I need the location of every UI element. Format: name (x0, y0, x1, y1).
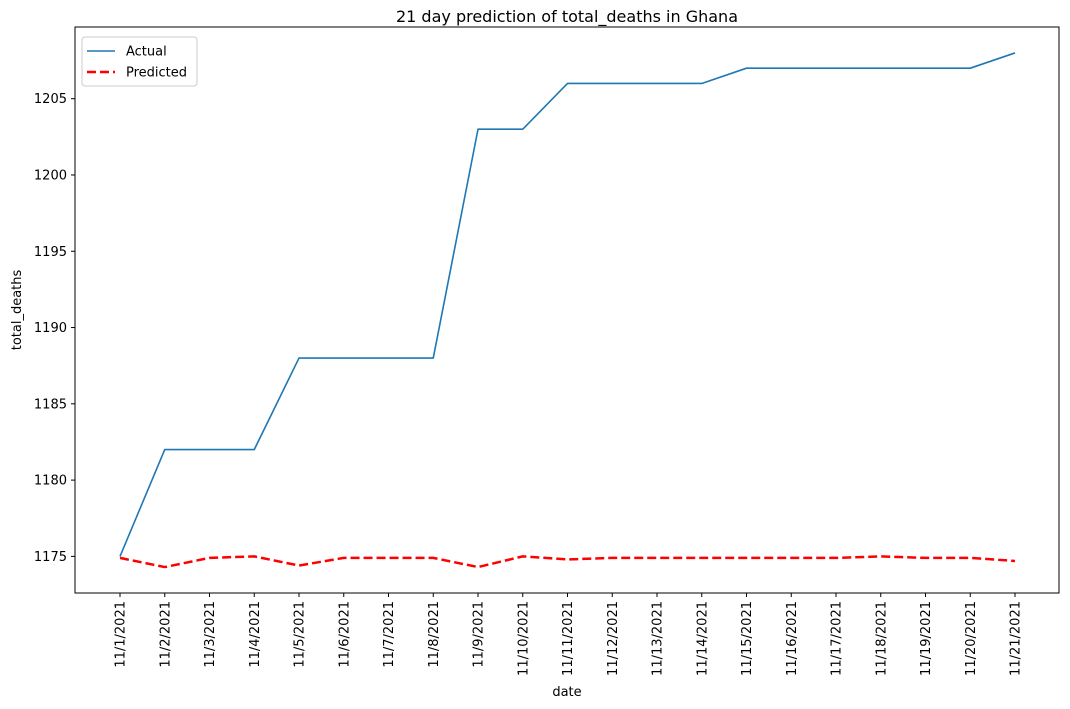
x-axis-label: date (552, 685, 581, 700)
y-tick-label: 1195 (34, 245, 67, 260)
x-tick-label: 11/1/2021 (114, 601, 129, 668)
x-tick-label: 11/3/2021 (203, 601, 218, 668)
x-tick-label: 11/5/2021 (293, 601, 308, 668)
x-tick-label: 11/19/2021 (919, 601, 934, 676)
plot-frame (74, 26, 1060, 594)
y-tick-label: 1205 (34, 92, 67, 107)
x-tick-label: 11/4/2021 (248, 601, 263, 668)
x-tick-label: 11/20/2021 (964, 601, 979, 676)
y-tick-label: 1200 (34, 168, 67, 183)
x-tick-label: 11/16/2021 (785, 601, 800, 676)
series-line-predicted (119, 555, 1016, 569)
x-axis: 11/1/2021 11/2/2021 11/3/2021 11/4/2021 11/5… (114, 593, 1024, 676)
legend-label-actual: Actual (126, 45, 167, 60)
y-tick-label: 1190 (34, 321, 67, 336)
x-tick-label: 11/8/2021 (427, 601, 442, 668)
x-tick-label: 11/17/2021 (830, 601, 845, 676)
y-tick-label: 1175 (34, 550, 67, 565)
y-tick-label: 1185 (34, 397, 67, 412)
x-tick-label: 11/10/2021 (516, 601, 531, 676)
series-line-actual (119, 52, 1016, 557)
plot-area (119, 52, 1016, 569)
x-tick-label: 11/7/2021 (382, 601, 397, 668)
x-tick-label: 11/13/2021 (651, 601, 666, 676)
y-axis-label: total_deaths (10, 270, 25, 351)
x-tick-label: 11/21/2021 (1009, 601, 1024, 676)
x-tick-label: 11/18/2021 (874, 601, 889, 676)
y-axis: 1175 1180 1185 1190 1195 1200 1205 (34, 92, 75, 565)
legend-label-predicted: Predicted (126, 66, 187, 81)
x-tick-label: 11/12/2021 (606, 601, 621, 676)
legend-box (81, 36, 198, 87)
x-tick-label: 11/14/2021 (695, 601, 710, 676)
x-tick-label: 11/11/2021 (561, 601, 576, 676)
x-tick-label: 11/15/2021 (740, 601, 755, 676)
y-tick-label: 1180 (34, 474, 67, 489)
x-tick-label: 11/2/2021 (158, 601, 173, 668)
x-tick-label: 11/9/2021 (472, 601, 487, 668)
chart-title: 21 day prediction of total_deaths in Gha… (396, 7, 738, 27)
legend: Actual Predicted (81, 36, 198, 87)
x-tick-label: 11/6/2021 (337, 601, 352, 668)
